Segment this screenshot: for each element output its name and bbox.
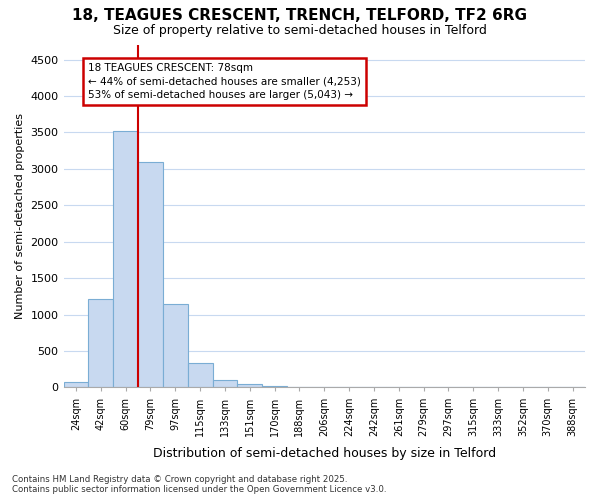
Text: Contains HM Land Registry data © Crown copyright and database right 2025.
Contai: Contains HM Land Registry data © Crown c… <box>12 474 386 494</box>
Bar <box>88 298 113 388</box>
Bar <box>188 362 212 388</box>
Text: Size of property relative to semi-detached houses in Telford: Size of property relative to semi-detach… <box>113 24 487 37</box>
X-axis label: Distribution of semi-detached houses by size in Telford: Distribution of semi-detached houses by … <box>153 447 496 460</box>
Bar <box>238 384 262 388</box>
Bar <box>113 131 138 388</box>
Bar <box>138 162 163 388</box>
Text: 18 TEAGUES CRESCENT: 78sqm
← 44% of semi-detached houses are smaller (4,253)
53%: 18 TEAGUES CRESCENT: 78sqm ← 44% of semi… <box>88 63 361 100</box>
Y-axis label: Number of semi-detached properties: Number of semi-detached properties <box>15 113 25 319</box>
Bar <box>64 382 88 388</box>
Text: 18, TEAGUES CRESCENT, TRENCH, TELFORD, TF2 6RG: 18, TEAGUES CRESCENT, TRENCH, TELFORD, T… <box>73 8 527 22</box>
Bar <box>262 386 287 388</box>
Bar <box>163 304 188 388</box>
Bar <box>212 380 238 388</box>
